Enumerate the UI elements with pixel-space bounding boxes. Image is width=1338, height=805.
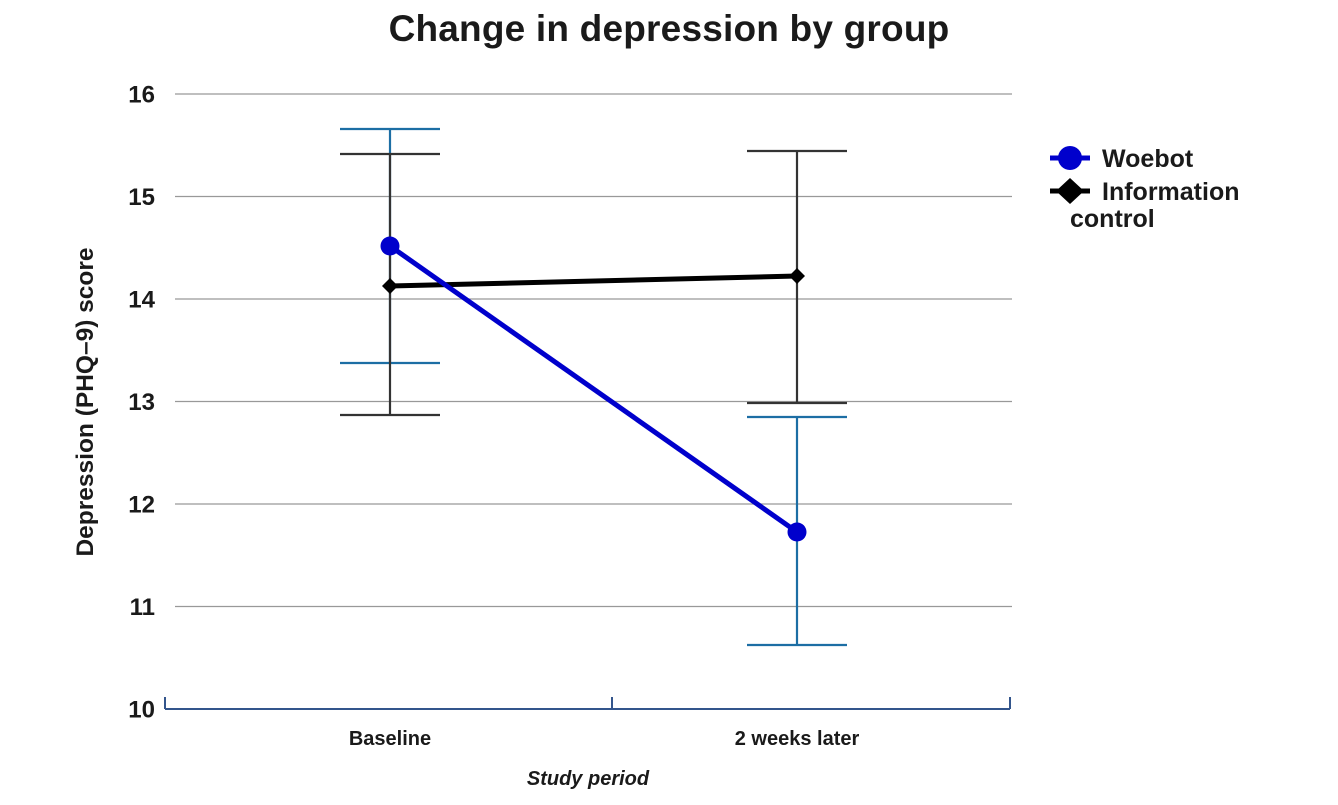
svg-text:control: control bbox=[1070, 205, 1155, 233]
svg-text:Information: Information bbox=[1102, 178, 1240, 206]
svg-text:Study period: Study period bbox=[527, 768, 650, 790]
svg-text:14: 14 bbox=[128, 287, 155, 314]
svg-text:2 weeks later: 2 weeks later bbox=[735, 728, 860, 750]
svg-text:11: 11 bbox=[130, 594, 155, 621]
svg-text:Woebot: Woebot bbox=[1102, 145, 1194, 173]
svg-text:Depression (PHQ–9) score: Depression (PHQ–9) score bbox=[72, 247, 99, 556]
svg-text:12: 12 bbox=[128, 492, 155, 519]
svg-text:Baseline: Baseline bbox=[349, 728, 431, 750]
svg-text:16: 16 bbox=[128, 82, 155, 109]
svg-text:10: 10 bbox=[128, 697, 155, 724]
svg-text:13: 13 bbox=[128, 389, 155, 416]
svg-text:15: 15 bbox=[128, 184, 155, 211]
